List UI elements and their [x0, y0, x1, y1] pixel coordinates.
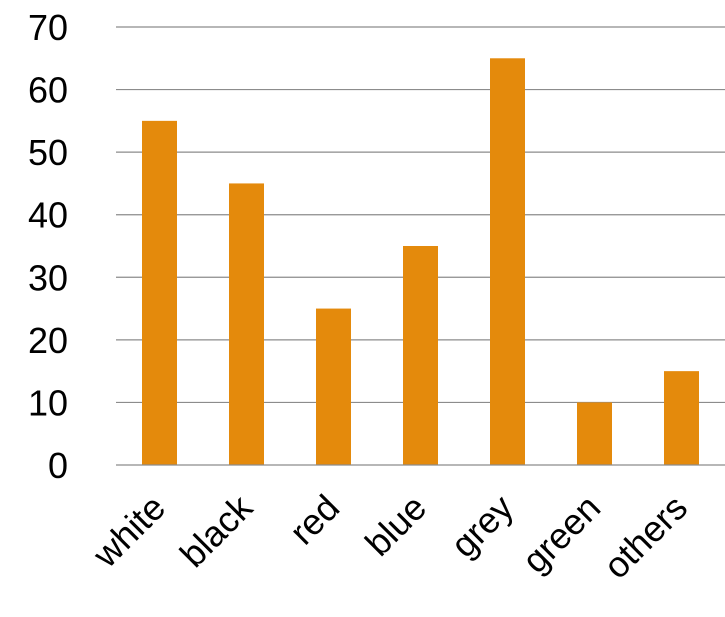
y-tick-label: 20: [28, 320, 68, 361]
y-tick-label: 70: [28, 7, 68, 48]
y-tick-label: 0: [48, 445, 68, 486]
x-tick-label-green: green: [514, 487, 608, 581]
x-tick-label-white: white: [84, 487, 173, 576]
bar-green: [577, 402, 612, 465]
bar-others: [664, 371, 699, 465]
bar-white: [142, 120, 177, 465]
y-tick-label: 60: [28, 70, 68, 111]
x-tick-label-blue: blue: [357, 487, 434, 564]
y-tick-label: 40: [28, 195, 68, 236]
x-tick-label-black: black: [172, 486, 261, 575]
y-tick-label: 30: [28, 257, 68, 298]
bar-grey: [490, 58, 525, 466]
x-tick-label-grey: grey: [443, 487, 522, 566]
bar-black: [229, 183, 264, 465]
x-tick-label-others: others: [595, 487, 695, 587]
y-tick-label: 50: [28, 132, 68, 173]
bar-red: [316, 308, 351, 465]
bars: [142, 58, 699, 466]
y-axis-tick-labels: 0 10 20 30 40 50 60 70: [28, 7, 68, 486]
bar-blue: [403, 246, 438, 465]
y-tick-label: 10: [28, 382, 68, 423]
x-tick-label-red: red: [281, 487, 347, 553]
